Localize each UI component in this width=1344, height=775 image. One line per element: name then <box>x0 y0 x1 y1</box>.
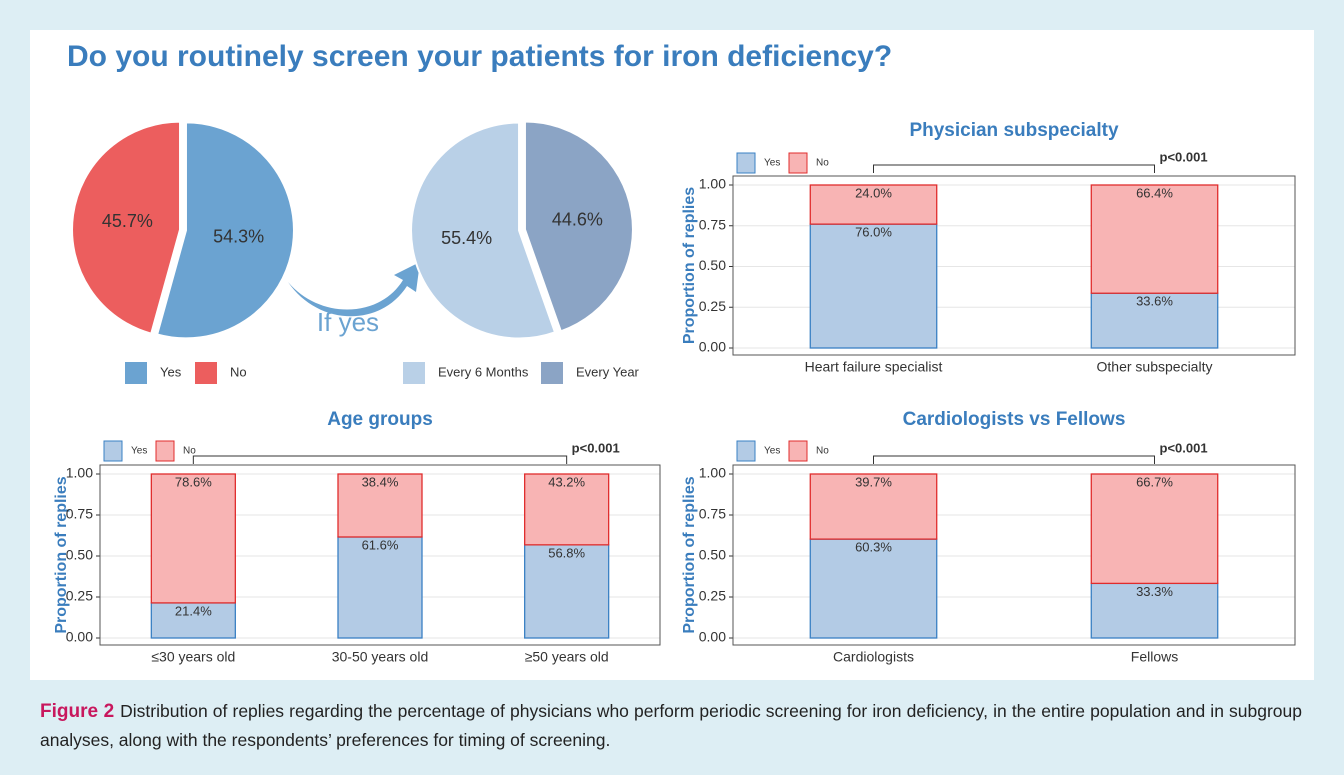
y-tick-label: 0.50 <box>66 547 93 563</box>
caption: Figure 2 Distribution of replies regardin… <box>40 697 1302 754</box>
bracket <box>873 455 1155 464</box>
x-tick-label: Other subspecialty <box>1097 359 1213 375</box>
legend-swatch <box>736 152 756 174</box>
pie-slice <box>155 121 295 340</box>
legend-swatch <box>103 440 123 462</box>
x-tick-label: Fellows <box>1131 649 1178 665</box>
y-tick-label: 1.00 <box>699 176 726 192</box>
bar-segment <box>1090 184 1219 294</box>
bar-segment <box>1090 582 1219 639</box>
p-value: p<0.001 <box>1160 440 1208 455</box>
p-value: p<0.001 <box>1160 149 1208 164</box>
pie-slice <box>71 120 182 335</box>
p-value: p<0.001 <box>572 440 620 455</box>
legend-label: Every Year <box>576 364 640 379</box>
slice-label: 55.4% <box>441 228 492 248</box>
legend-swatch <box>736 440 756 462</box>
caption-label: Figure 2 <box>40 701 115 722</box>
x-tick-label: Cardiologists <box>833 649 914 665</box>
pie-slice <box>523 120 634 333</box>
y-tick-label: 0.25 <box>66 588 93 604</box>
bar-segment <box>524 544 610 639</box>
bar-label: 39.7% <box>855 474 892 489</box>
legend-label: Yes <box>764 158 780 169</box>
bar-segment <box>150 473 236 604</box>
legend-label: Yes <box>160 364 182 379</box>
bar-label: 66.4% <box>1136 185 1173 200</box>
x-tick-label: ≤30 years old <box>151 649 235 665</box>
pie-slice <box>410 121 557 340</box>
bar-label: 24.0% <box>855 185 892 200</box>
legend-label: No <box>816 158 829 169</box>
legend-swatch <box>403 362 425 384</box>
bracket <box>873 164 1155 173</box>
bar-segment <box>809 184 938 225</box>
bar-segment <box>337 473 423 538</box>
bar-label: 33.6% <box>1136 294 1173 309</box>
y-tick-label: 0.50 <box>699 257 726 273</box>
legend-label: Yes <box>131 446 147 457</box>
plot-frame <box>99 464 661 646</box>
bar-segment <box>809 538 938 639</box>
legend-label: No <box>183 446 196 457</box>
y-tick-label: 0.75 <box>699 506 726 522</box>
bar-label: 56.8% <box>548 545 585 560</box>
bar-label: 43.2% <box>548 474 585 489</box>
y-tick-label: 0.25 <box>699 588 726 604</box>
slice-label: 54.3% <box>213 226 264 246</box>
figure-title: Do you routinely screen your patients fo… <box>67 40 892 73</box>
annotation: If yes <box>317 307 379 337</box>
slice-label: 45.7% <box>102 211 153 231</box>
bar-label: 38.4% <box>362 474 399 489</box>
y-axis-label: Proportion of replies <box>53 476 70 633</box>
chart-title: Cardiologists vs Fellows <box>903 409 1126 430</box>
y-tick-label: 1.00 <box>66 465 93 481</box>
figure: Do you routinely screen your patients fo… <box>30 30 1314 680</box>
x-tick-label: 30-50 years old <box>332 649 429 665</box>
bar-segment <box>809 223 938 349</box>
legend-label: Every 6 Months <box>438 364 529 379</box>
bar-segment <box>1090 473 1219 585</box>
plot-frame <box>732 175 1296 356</box>
y-axis-label: Proportion of replies <box>681 187 698 344</box>
legend-label: No <box>816 446 829 457</box>
bar-label: 61.6% <box>362 537 399 552</box>
x-tick-label: ≥50 years old <box>525 649 609 665</box>
x-tick-label: Heart failure specialist <box>805 359 943 375</box>
legend-swatch <box>541 362 563 384</box>
plot-frame <box>732 464 1296 646</box>
legend-swatch <box>155 440 175 462</box>
bar-label: 78.6% <box>175 474 212 489</box>
y-tick-label: 0.25 <box>699 298 726 314</box>
bar-segment <box>524 473 610 546</box>
caption-text: Distribution of replies regarding the pe… <box>40 701 1303 750</box>
y-tick-label: 0.50 <box>699 547 726 563</box>
arrow <box>288 262 420 317</box>
legend-swatch <box>125 362 147 384</box>
y-tick-label: 0.75 <box>66 506 93 522</box>
slice-label: 44.6% <box>552 209 603 229</box>
y-tick-label: 0.75 <box>699 216 726 232</box>
y-tick-label: 0.00 <box>699 339 726 355</box>
y-tick-label: 1.00 <box>699 465 726 481</box>
legend-swatch <box>788 440 808 462</box>
legend-label: No <box>230 364 247 379</box>
legend-swatch <box>195 362 217 384</box>
legend-swatch <box>788 152 808 174</box>
legend-label: Yes <box>764 446 780 457</box>
bar-label: 21.4% <box>175 603 212 618</box>
chart-title: Age groups <box>327 409 433 430</box>
chart-title: Physician subspecialty <box>909 120 1119 141</box>
bar-label: 76.0% <box>855 225 892 240</box>
bracket <box>192 455 568 464</box>
y-axis-label: Proportion of replies <box>681 476 698 633</box>
bar-segment <box>809 473 938 540</box>
bar-label: 60.3% <box>855 540 892 555</box>
bar-segment <box>150 602 236 639</box>
bar-label: 33.3% <box>1136 584 1173 599</box>
y-tick-label: 0.00 <box>66 629 93 645</box>
bar-label: 66.7% <box>1136 474 1173 489</box>
y-tick-label: 0.00 <box>699 629 726 645</box>
